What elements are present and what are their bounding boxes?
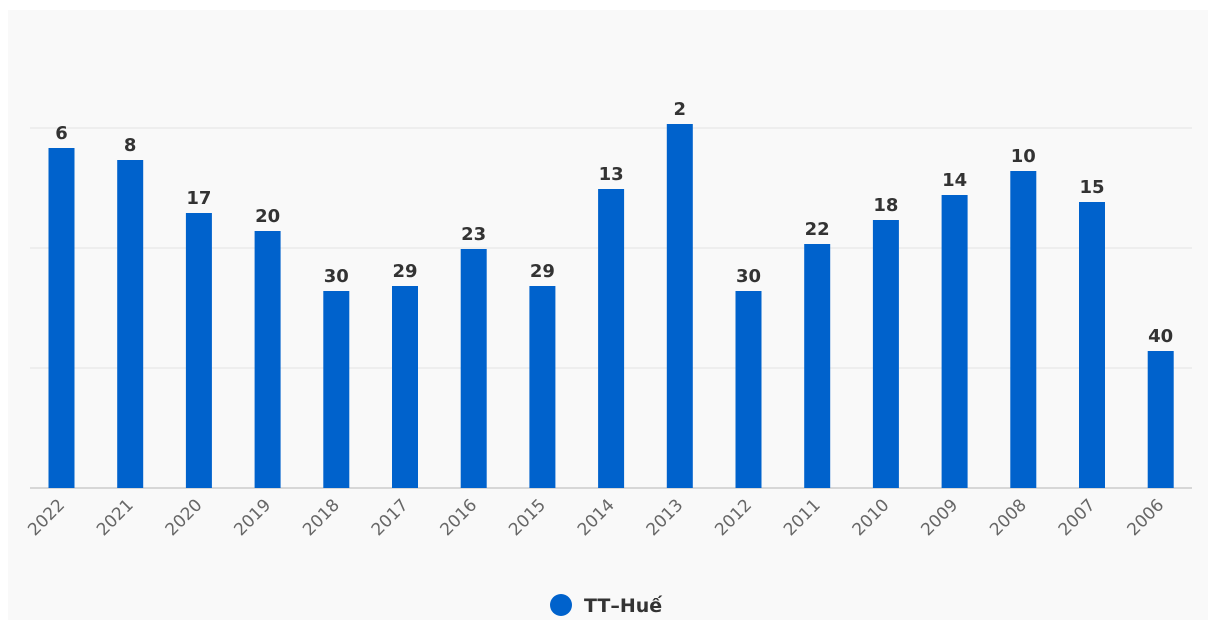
bar-2018[interactable]	[323, 291, 350, 488]
data-label-2011: 22	[805, 219, 830, 240]
bar-2021[interactable]	[117, 160, 144, 488]
bar-2013[interactable]	[666, 124, 693, 488]
bar-2016[interactable]	[460, 249, 487, 488]
data-label-2022: 6	[55, 123, 68, 144]
bar-2007[interactable]	[1079, 202, 1105, 488]
bar-2019[interactable]	[254, 231, 281, 488]
bar-2010[interactable]	[872, 220, 899, 488]
data-label-2015: 29	[530, 261, 555, 282]
data-label-2021: 8	[124, 135, 137, 156]
legend-marker	[550, 594, 572, 616]
data-label-2007: 15	[1079, 177, 1104, 198]
bar-2008[interactable]	[1010, 171, 1037, 488]
bar-2020[interactable]	[185, 213, 212, 488]
legend-label: TT–Huế	[584, 594, 663, 617]
bar-2006[interactable]	[1147, 351, 1174, 488]
data-label-2013: 2	[674, 99, 687, 120]
bar-2015[interactable]	[529, 286, 556, 488]
bar-2022[interactable]	[48, 148, 75, 488]
data-label-2018: 30	[324, 266, 349, 287]
bar-2011[interactable]	[804, 244, 831, 488]
data-label-2019: 20	[255, 206, 280, 227]
bars	[48, 124, 1174, 488]
data-label-2016: 23	[461, 224, 486, 245]
data-label-2017: 29	[392, 261, 417, 282]
data-label-2012: 30	[736, 266, 761, 287]
bar-2009[interactable]	[941, 195, 968, 488]
bar-2014[interactable]	[598, 189, 625, 488]
data-label-2014: 13	[599, 164, 624, 185]
data-label-2009: 14	[942, 170, 967, 191]
bar-2012[interactable]	[735, 291, 762, 488]
legend[interactable]: TT–Huế	[550, 594, 663, 617]
bar-2017[interactable]	[392, 286, 418, 488]
data-label-2010: 18	[873, 195, 898, 216]
data-label-2006: 40	[1148, 326, 1173, 347]
data-label-2008: 10	[1011, 146, 1036, 167]
data-labels: 6 8 17 20 30 29 23 29 13 2 30 22 18 14 10 15 40	[55, 99, 1173, 347]
data-label-2020: 17	[186, 188, 211, 209]
